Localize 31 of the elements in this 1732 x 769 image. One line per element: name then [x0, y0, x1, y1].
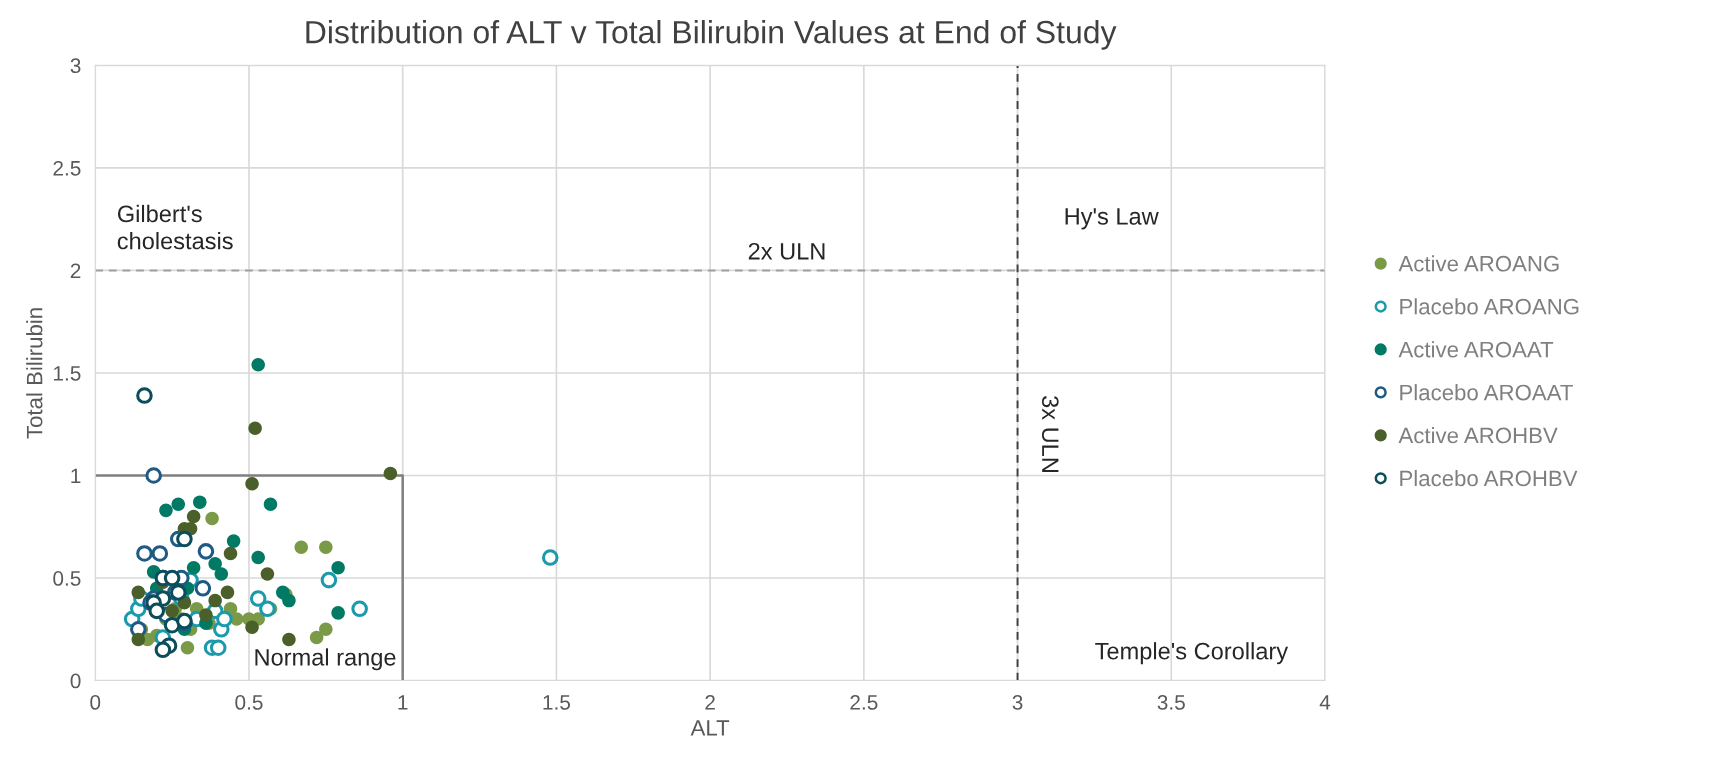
legend-label: Active AROAAT [1398, 341, 1554, 358]
y-tick-label: 1 [71, 468, 81, 484]
x-tick-label: 3 [1012, 695, 1023, 710]
legend-label: Placebo AROANG [1400, 298, 1579, 315]
legend-label: Active AROHBV [1398, 427, 1558, 444]
x-tick-label: 1 [398, 695, 408, 710]
y-tick-label: 3 [70, 58, 81, 74]
y-tick-label: 0.5 [53, 571, 81, 586]
x-tick-label: 0 [90, 695, 101, 710]
legend-label: Placebo AROHBV [1400, 469, 1578, 487]
ref-line-label: 2x ULN [748, 242, 825, 260]
y-tick-label: 2.5 [53, 160, 81, 176]
annotation: Hy's Law [1065, 208, 1159, 230]
legend-label: Active AROANG [1398, 255, 1559, 272]
x-axis-title: ALT [690, 720, 730, 736]
y-tick-label: 0 [70, 673, 81, 689]
x-tick-label: 1.5 [543, 695, 571, 710]
legend-label: Placebo AROAAT [1400, 384, 1573, 401]
annotation: Temple's Corollary [1095, 642, 1289, 665]
y-axis-title: Total Bilirubin [26, 308, 43, 439]
x-tick-label: 2 [705, 695, 715, 710]
annotation: Normal range [255, 648, 396, 671]
x-tick-label: 2.5 [850, 695, 878, 710]
y-tick-label: 1.5 [54, 366, 81, 381]
annotation: Gilbert's cholestasis [117, 204, 233, 250]
y-tick-label: 2 [70, 263, 81, 278]
chart-title: Distribution of ALT v Total Bilirubin Values at End of Study [306, 19, 1117, 50]
x-tick-label: 3.5 [1157, 695, 1185, 710]
x-tick-label: 0.5 [235, 695, 263, 710]
ref-line-label: 3x ULN [1041, 396, 1059, 472]
x-tick-label: 4 [1319, 695, 1331, 710]
